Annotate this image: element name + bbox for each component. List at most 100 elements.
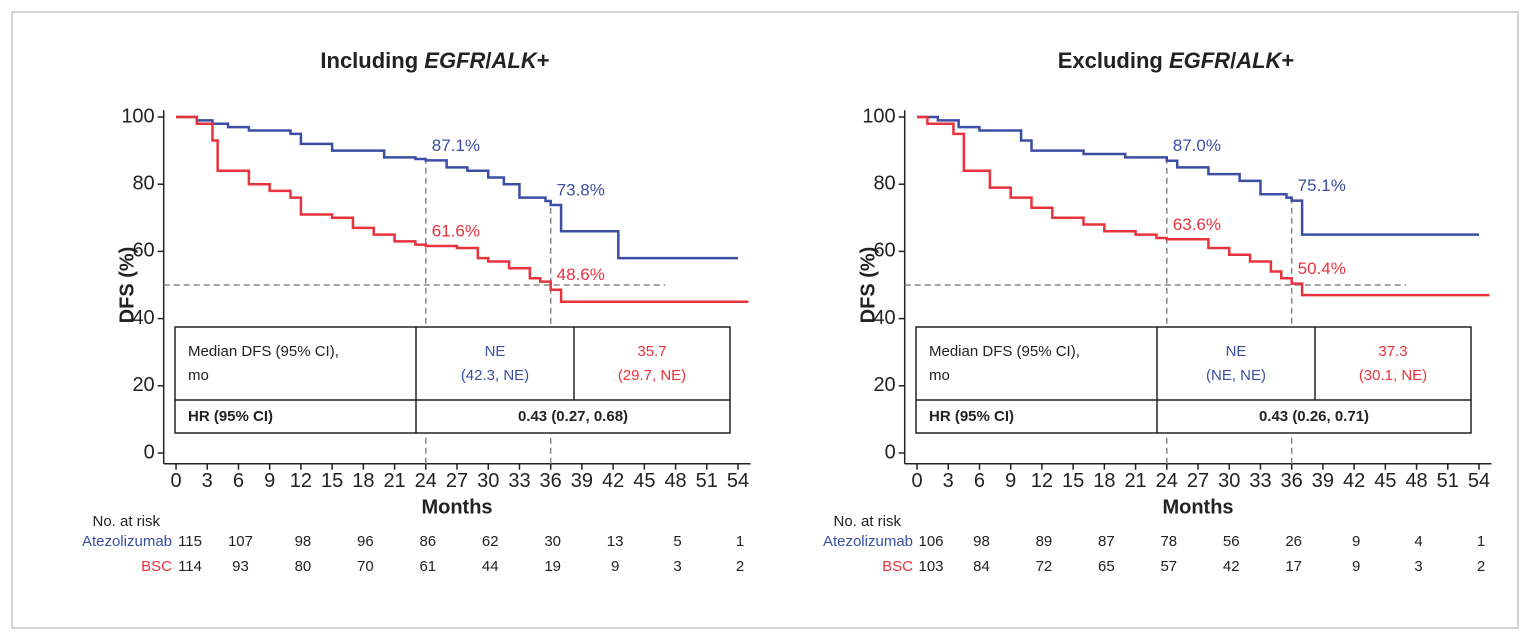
risk-count: 1 <box>1477 533 1485 550</box>
y-tick-label: 20 <box>873 374 895 396</box>
x-tick-label: 18 <box>352 470 374 492</box>
table-value: 0.43 (0.27, 0.68) <box>518 408 628 425</box>
table-label: mo <box>188 367 209 384</box>
risk-count: 56 <box>1223 533 1240 550</box>
x-tick-label: 27 <box>446 470 468 492</box>
table-value: (29.7, NE) <box>618 367 686 384</box>
annotation: 48.6% <box>557 265 605 284</box>
risk-count: 42 <box>1223 558 1240 575</box>
x-tick-label: 48 <box>1405 470 1427 492</box>
title-part: Including <box>320 48 424 73</box>
km-curve <box>917 115 1490 297</box>
table-label: HR (95% CI) <box>929 408 1014 425</box>
risk-count: 62 <box>482 533 499 550</box>
risk-count: 17 <box>1285 558 1302 575</box>
y-tick-label: 0 <box>885 441 896 463</box>
frame <box>11 11 1519 629</box>
risk-count: 78 <box>1160 533 1177 550</box>
risk-count: 3 <box>1414 558 1422 575</box>
x-tick-label: 0 <box>911 470 922 492</box>
risk-count: 30 <box>544 533 561 550</box>
legend-label: BSC <box>882 558 913 575</box>
risk-count: 44 <box>482 558 499 575</box>
y-tick-label: 100 <box>862 105 895 127</box>
risk-count: 5 <box>673 533 681 550</box>
risk-count: 72 <box>1036 558 1053 575</box>
x-tick-label: 3 <box>202 470 213 492</box>
x-tick-label: 36 <box>540 470 562 492</box>
table-value: (NE, NE) <box>1206 367 1266 384</box>
annotation: 73.8% <box>557 181 605 200</box>
risk-count: 103 <box>919 558 944 575</box>
risk-count: 9 <box>1352 533 1360 550</box>
annotation: 50.4% <box>1298 259 1346 278</box>
table-label: HR (95% CI) <box>188 408 273 425</box>
x-axis-label: Months <box>1162 496 1233 518</box>
x-tick-label: 0 <box>170 470 181 492</box>
y-tick-label: 60 <box>873 240 895 262</box>
y-tick-label: 60 <box>132 240 154 262</box>
x-tick-label: 54 <box>1468 470 1490 492</box>
y-axis-label: DFS (%) <box>857 247 879 324</box>
table-value: 37.3 <box>1378 343 1407 360</box>
x-tick-label: 12 <box>290 470 312 492</box>
table-value: NE <box>1226 343 1247 360</box>
risk-count: 93 <box>232 558 249 575</box>
table-value: 35.7 <box>637 343 666 360</box>
title-part: EGFR <box>424 48 485 73</box>
risk-count: 1 <box>736 533 744 550</box>
table-box <box>174 326 731 434</box>
risk-count: 96 <box>357 533 374 550</box>
risk-count: 13 <box>607 533 624 550</box>
x-tick-label: 39 <box>1312 470 1334 492</box>
x-tick-label: 27 <box>1187 470 1209 492</box>
x-tick-label: 30 <box>1218 470 1240 492</box>
x-tick-label: 24 <box>1156 470 1178 492</box>
km-curve <box>176 115 749 304</box>
risk-count: 114 <box>178 558 202 575</box>
risk-count: 2 <box>1477 558 1485 575</box>
risk-count: 98 <box>295 533 312 550</box>
x-tick-label: 54 <box>727 470 749 492</box>
y-tick-label: 40 <box>132 307 154 329</box>
risk-title: No. at risk <box>92 513 160 530</box>
title-part: ALK <box>491 48 539 73</box>
x-tick-label: 30 <box>477 470 499 492</box>
x-tick-label: 6 <box>974 470 985 492</box>
risk-count: 57 <box>1160 558 1177 575</box>
annotation: 61.6% <box>432 222 480 241</box>
risk-count: 4 <box>1414 533 1422 550</box>
x-tick-label: 6 <box>233 470 244 492</box>
x-tick-label: 21 <box>383 470 405 492</box>
risk-count: 98 <box>973 533 990 550</box>
table-value: (30.1, NE) <box>1359 367 1427 384</box>
title-part: + <box>1281 48 1294 73</box>
x-tick-label: 12 <box>1031 470 1053 492</box>
y-tick-label: 20 <box>132 374 154 396</box>
risk-title: No. at risk <box>833 513 901 530</box>
chart-title: Including EGFR/ALK+ <box>320 48 549 73</box>
y-tick-label: 100 <box>121 105 154 127</box>
x-tick-label: 24 <box>415 470 437 492</box>
legend-label: BSC <box>141 558 172 575</box>
annotation: 87.0% <box>1173 136 1221 155</box>
annotation: 87.1% <box>432 136 480 155</box>
title-part: EGFR <box>1169 48 1230 73</box>
km-curve <box>917 115 1480 236</box>
risk-count: 3 <box>673 558 681 575</box>
risk-count: 89 <box>1036 533 1053 550</box>
x-tick-label: 15 <box>1062 470 1084 492</box>
table-box <box>915 326 1472 434</box>
x-tick-label: 9 <box>1005 470 1016 492</box>
risk-count: 61 <box>419 558 436 575</box>
x-tick-label: 48 <box>664 470 686 492</box>
km-curve <box>176 115 739 260</box>
table-label: Median DFS (95% CI), <box>188 343 339 360</box>
x-tick-label: 33 <box>508 470 530 492</box>
risk-count: 9 <box>611 558 619 575</box>
title-part: + <box>537 48 550 73</box>
y-tick-label: 40 <box>873 307 895 329</box>
x-tick-label: 3 <box>943 470 954 492</box>
y-tick-label: 80 <box>132 172 154 194</box>
title-part: / <box>485 48 491 73</box>
